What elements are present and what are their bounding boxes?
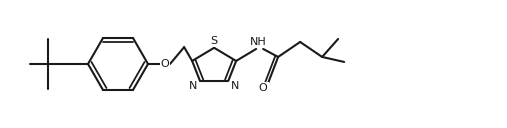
Text: O: O — [161, 59, 169, 69]
Text: N: N — [189, 81, 197, 90]
Text: S: S — [210, 36, 218, 46]
Text: N: N — [231, 81, 240, 90]
Text: O: O — [259, 83, 268, 93]
Text: NH: NH — [250, 37, 267, 47]
